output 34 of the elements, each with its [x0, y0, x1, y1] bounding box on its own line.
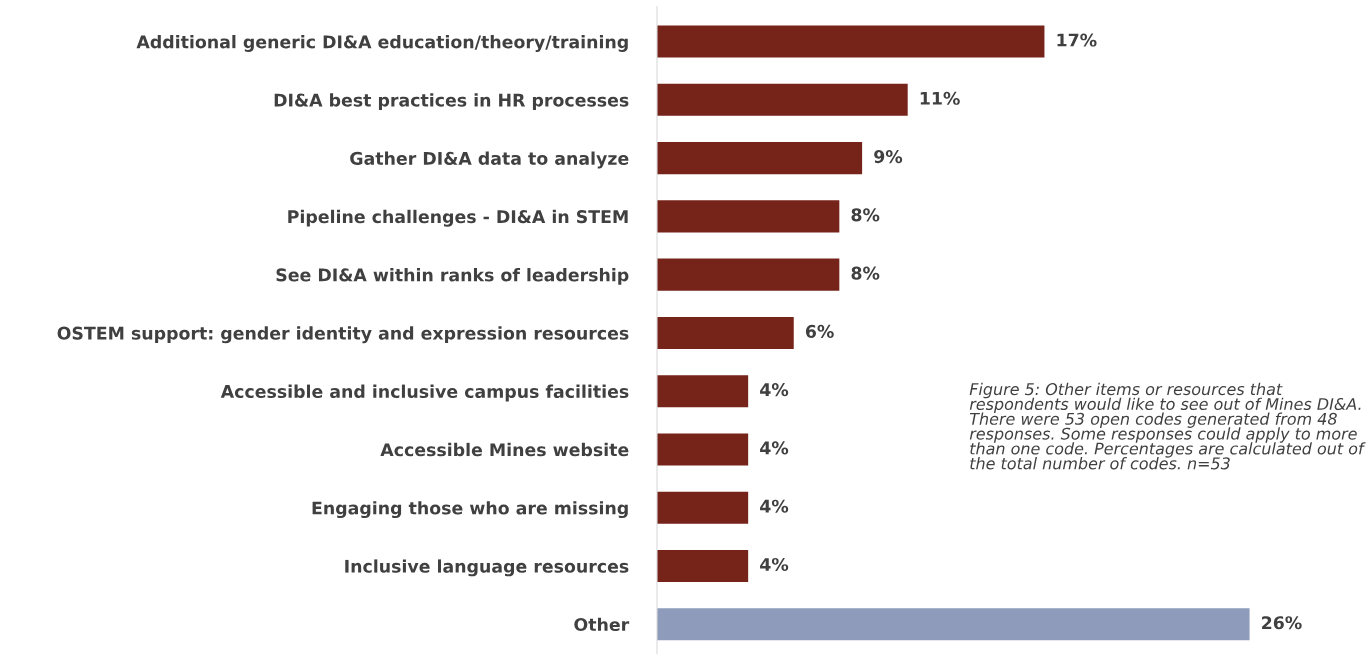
data-label: 17% [1057, 33, 1097, 47]
bar [657, 491, 749, 524]
bar [657, 608, 1250, 641]
data-label: 4% [760, 557, 789, 572]
y-tick-label: Gather DI&A data to analyze [350, 151, 629, 169]
bar [657, 83, 908, 116]
data-label: 6% [805, 324, 834, 338]
data-label: 9% [874, 150, 903, 164]
data-label: 8% [851, 266, 880, 280]
data-label: 26% [1262, 616, 1302, 630]
bar [657, 142, 863, 175]
bar [657, 549, 749, 583]
bar [657, 258, 840, 291]
y-tick-label: See DI&A within ranks of leadership [276, 268, 629, 285]
y-tick-label: Other [574, 617, 630, 632]
y-tick-label: OSTEM support: gender identity and expression resources [57, 326, 629, 344]
data-label: 4% [760, 499, 789, 513]
data-label: 8% [851, 208, 880, 222]
bar [657, 25, 1045, 58]
bar [657, 433, 749, 466]
bar [657, 316, 794, 349]
y-tick-label: Accessible Mines website [380, 442, 629, 457]
bar [657, 375, 749, 408]
y-tick-label: Inclusive language resources [345, 559, 629, 577]
data-label: 4% [760, 441, 789, 455]
y-tick-label: Accessible and inclusive campus facilities [220, 384, 629, 402]
data-label: 11% [920, 91, 960, 105]
annotation: Figure 5: Other items or resources that respondents would like to see out of Mines DI&A. There were 53 open codes generated from 48 responses. Some responses could apply to more than one code. Percentages are calculated out of the total number of codes. n=53 [969, 382, 1366, 470]
y-tick-label: Additional generic DI&A education/theory/training [136, 34, 628, 52]
y-tick-label: Pipeline challenges - DI&A in STEM [288, 209, 628, 227]
y-tick-label: DI&A best practices in HR processes [274, 93, 629, 111]
bar [657, 200, 840, 233]
y-tick-label: Engaging those who are missing [312, 501, 628, 519]
data-label: 4% [760, 383, 789, 397]
